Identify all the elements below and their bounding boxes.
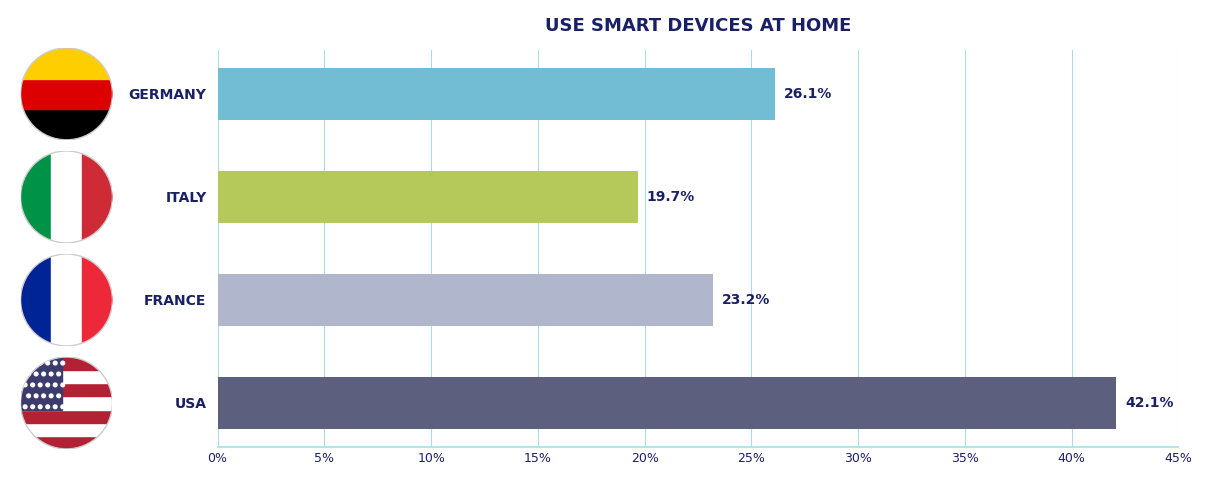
Circle shape — [53, 383, 57, 387]
Bar — [21, 151, 51, 243]
Circle shape — [23, 383, 27, 387]
Bar — [218, 377, 1116, 429]
Circle shape — [57, 372, 60, 376]
Text: 26.1%: 26.1% — [783, 87, 832, 101]
Bar — [218, 68, 775, 120]
Bar — [218, 274, 713, 326]
Bar — [21, 423, 112, 436]
Circle shape — [23, 361, 27, 365]
Title: USE SMART DEVICES AT HOME: USE SMART DEVICES AT HOME — [545, 17, 851, 35]
Circle shape — [30, 383, 35, 387]
Circle shape — [60, 405, 64, 409]
Circle shape — [60, 383, 64, 387]
Circle shape — [46, 361, 50, 365]
Bar — [21, 357, 62, 410]
Circle shape — [39, 383, 42, 387]
Text: 23.2%: 23.2% — [722, 293, 770, 307]
Circle shape — [30, 405, 35, 409]
Circle shape — [34, 394, 37, 398]
Circle shape — [39, 361, 42, 365]
Bar — [21, 370, 112, 383]
Circle shape — [46, 405, 50, 409]
Bar — [51, 151, 82, 243]
Circle shape — [34, 372, 37, 376]
Bar — [51, 254, 82, 346]
Circle shape — [57, 394, 60, 398]
Circle shape — [42, 372, 46, 376]
Text: 19.7%: 19.7% — [647, 190, 695, 204]
Circle shape — [60, 361, 64, 365]
Bar — [21, 109, 112, 140]
Circle shape — [23, 405, 27, 409]
Bar — [21, 383, 112, 396]
Bar — [82, 254, 112, 346]
Circle shape — [42, 394, 46, 398]
Bar — [21, 436, 112, 449]
Circle shape — [53, 361, 57, 365]
Bar — [218, 171, 638, 223]
Circle shape — [27, 372, 30, 376]
Circle shape — [39, 405, 42, 409]
Circle shape — [30, 361, 35, 365]
Circle shape — [53, 405, 57, 409]
Circle shape — [46, 383, 50, 387]
Bar — [21, 254, 51, 346]
Bar — [21, 396, 112, 410]
Circle shape — [50, 372, 53, 376]
Bar — [21, 79, 112, 109]
Circle shape — [27, 394, 30, 398]
Bar — [21, 357, 112, 370]
Bar — [21, 410, 112, 423]
Text: 42.1%: 42.1% — [1126, 396, 1174, 410]
Bar — [21, 48, 112, 79]
Bar — [82, 151, 112, 243]
Circle shape — [50, 394, 53, 398]
